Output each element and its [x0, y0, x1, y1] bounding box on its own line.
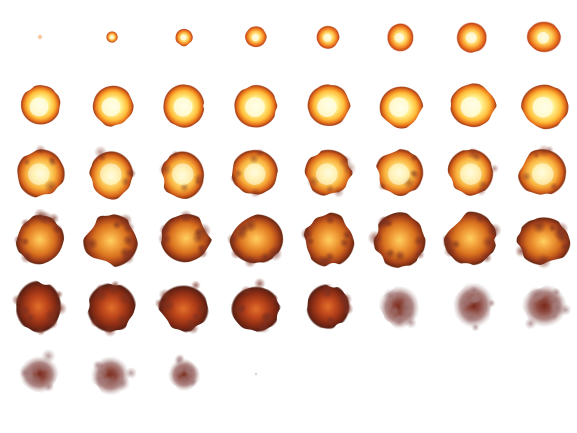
sprite-frame-39 — [452, 282, 496, 332]
sprite-frame-26 — [82, 213, 139, 268]
sprite-frame-44 — [254, 372, 258, 376]
sprite-frame-4 — [244, 25, 268, 48]
sprite-frame-12 — [233, 84, 278, 128]
sprite-frame-37 — [305, 283, 354, 330]
sprite-frame-1 — [37, 34, 43, 40]
sprite-frame-25 — [13, 208, 65, 265]
sprite-frame-43 — [167, 353, 201, 392]
sprite-frame-23 — [447, 147, 499, 197]
sprite-frame-14 — [379, 86, 424, 129]
sprite-frame-27 — [157, 209, 213, 263]
sprite-frame-6 — [386, 23, 414, 52]
sprite-frame-19 — [158, 149, 206, 200]
sprite-frame-11 — [162, 83, 205, 129]
sprite-frame-7 — [456, 21, 488, 54]
sprite-frame-34 — [86, 280, 137, 338]
sprite-frame-42 — [90, 355, 138, 396]
sprite-frame-36 — [230, 277, 282, 334]
sprite-frame-18 — [89, 145, 137, 200]
sprite-frame-15 — [449, 82, 497, 128]
sprite-frame-28 — [226, 213, 284, 268]
sprite-frame-2 — [106, 31, 118, 43]
sprite-frame-16 — [520, 84, 569, 130]
sprite-frame-20 — [229, 148, 280, 199]
sprite-frame-24 — [518, 144, 568, 196]
sprite-frame-3 — [175, 28, 194, 47]
sprite-frame-30 — [367, 211, 427, 269]
sprite-frame-31 — [442, 211, 502, 266]
sprite-frame-29 — [300, 211, 356, 268]
sprite-frame-41 — [19, 348, 60, 394]
sprite-frame-8 — [526, 21, 562, 53]
sprite-frame-33 — [11, 279, 68, 336]
sprite-frame-9 — [20, 84, 61, 125]
sprite-frame-5 — [316, 25, 340, 50]
sprite-frame-22 — [375, 147, 425, 197]
sprite-frame-40 — [521, 284, 572, 330]
sprite-frame-10 — [92, 85, 134, 128]
sprite-frame-32 — [514, 216, 571, 269]
sprite-frame-21 — [304, 148, 357, 198]
sprite-frame-17 — [17, 144, 67, 198]
sprite-frame-38 — [378, 285, 421, 330]
sprite-frame-35 — [154, 280, 210, 335]
sprite-frame-13 — [307, 83, 351, 127]
